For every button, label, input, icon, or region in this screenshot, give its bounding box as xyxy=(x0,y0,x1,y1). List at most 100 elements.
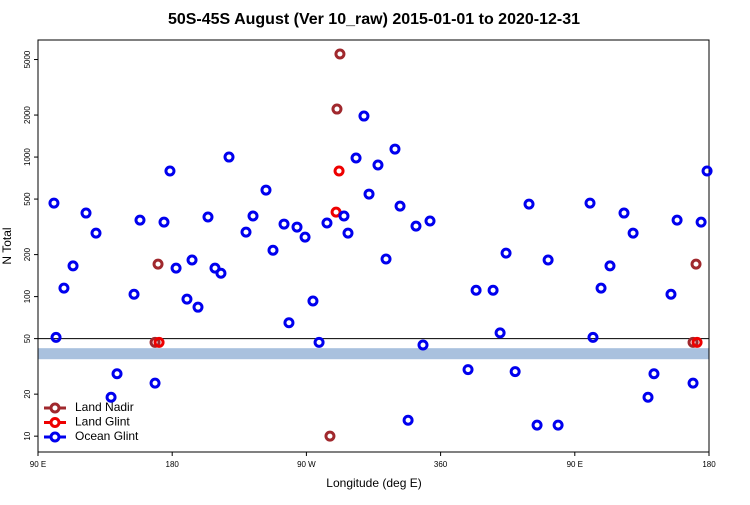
point xyxy=(509,366,521,378)
point xyxy=(604,260,616,272)
point xyxy=(424,215,436,227)
y-tick-label: 500 xyxy=(23,192,32,206)
y-tick-label: 5000 xyxy=(23,50,32,68)
point xyxy=(181,293,193,305)
point xyxy=(80,207,92,219)
point xyxy=(695,216,707,228)
point xyxy=(153,336,165,348)
point xyxy=(531,419,543,431)
x-tick-label: 360 xyxy=(434,460,448,469)
legend-marker xyxy=(49,402,61,414)
point xyxy=(267,244,279,256)
point xyxy=(494,327,506,339)
plot-frame xyxy=(37,39,710,453)
point xyxy=(671,214,683,226)
x-tick-label: 90 W xyxy=(297,460,316,469)
point xyxy=(523,198,535,210)
y-tick-label: 100 xyxy=(23,289,32,303)
point xyxy=(170,262,182,274)
point xyxy=(128,288,140,300)
point xyxy=(134,214,146,226)
point xyxy=(552,419,564,431)
point xyxy=(333,165,345,177)
point xyxy=(67,260,79,272)
point xyxy=(278,218,290,230)
point xyxy=(500,247,512,259)
point xyxy=(149,377,161,389)
point xyxy=(149,336,161,348)
y-axis-label: N Total xyxy=(0,227,14,264)
point xyxy=(394,200,406,212)
point xyxy=(618,207,630,219)
point xyxy=(321,217,333,229)
point xyxy=(111,368,123,380)
point xyxy=(470,284,482,296)
y-tick-label: 20 xyxy=(23,389,32,398)
point xyxy=(58,282,70,294)
point xyxy=(50,331,62,343)
point xyxy=(313,336,325,348)
point xyxy=(330,206,342,218)
legend-label: Land Nadir xyxy=(75,400,134,414)
x-tick-label: 90 E xyxy=(30,460,46,469)
y-tick-label: 2000 xyxy=(23,106,32,124)
point xyxy=(164,165,176,177)
point xyxy=(665,288,677,300)
point xyxy=(372,159,384,171)
point xyxy=(542,254,554,266)
point xyxy=(247,210,259,222)
y-tick-label: 50 xyxy=(23,334,32,343)
point xyxy=(402,414,414,426)
point xyxy=(690,258,702,270)
point xyxy=(417,339,429,351)
point xyxy=(687,336,699,348)
point xyxy=(186,254,198,266)
point xyxy=(299,231,311,243)
legend-label: Land Glint xyxy=(75,415,130,429)
point xyxy=(158,216,170,228)
point xyxy=(90,227,102,239)
point xyxy=(691,336,703,348)
point xyxy=(687,377,699,389)
x-tick-label: 180 xyxy=(702,460,716,469)
point xyxy=(358,110,370,122)
point xyxy=(334,48,346,60)
point xyxy=(462,364,474,376)
point xyxy=(324,430,336,442)
point xyxy=(48,197,60,209)
point xyxy=(380,253,392,265)
point xyxy=(283,317,295,329)
point xyxy=(240,226,252,238)
point xyxy=(105,391,117,403)
point xyxy=(350,152,362,164)
point xyxy=(642,391,654,403)
y-tick-label: 200 xyxy=(23,247,32,261)
chart-title: 50S-45S August (Ver 10_raw) 2015-01-01 t… xyxy=(168,11,580,28)
point xyxy=(260,184,272,196)
point xyxy=(627,227,639,239)
y-tick-label: 1000 xyxy=(23,148,32,166)
point xyxy=(307,295,319,307)
point xyxy=(584,197,596,209)
y-tick-label: 10 xyxy=(23,431,32,440)
x-axis-label: Longitude (deg E) xyxy=(326,476,421,490)
point xyxy=(587,331,599,343)
point xyxy=(192,301,204,313)
point xyxy=(363,188,375,200)
point xyxy=(331,103,343,115)
point xyxy=(342,227,354,239)
point xyxy=(701,165,713,177)
point xyxy=(487,284,499,296)
point xyxy=(223,151,235,163)
point xyxy=(648,368,660,380)
point xyxy=(389,143,401,155)
legend-marker xyxy=(49,431,61,443)
legend-marker xyxy=(49,417,61,428)
x-tick-label: 180 xyxy=(166,460,180,469)
legend-label: Ocean Glint xyxy=(75,429,139,443)
point xyxy=(291,221,303,233)
point xyxy=(595,282,607,294)
x-tick-label: 90 E xyxy=(567,460,583,469)
point xyxy=(202,211,214,223)
